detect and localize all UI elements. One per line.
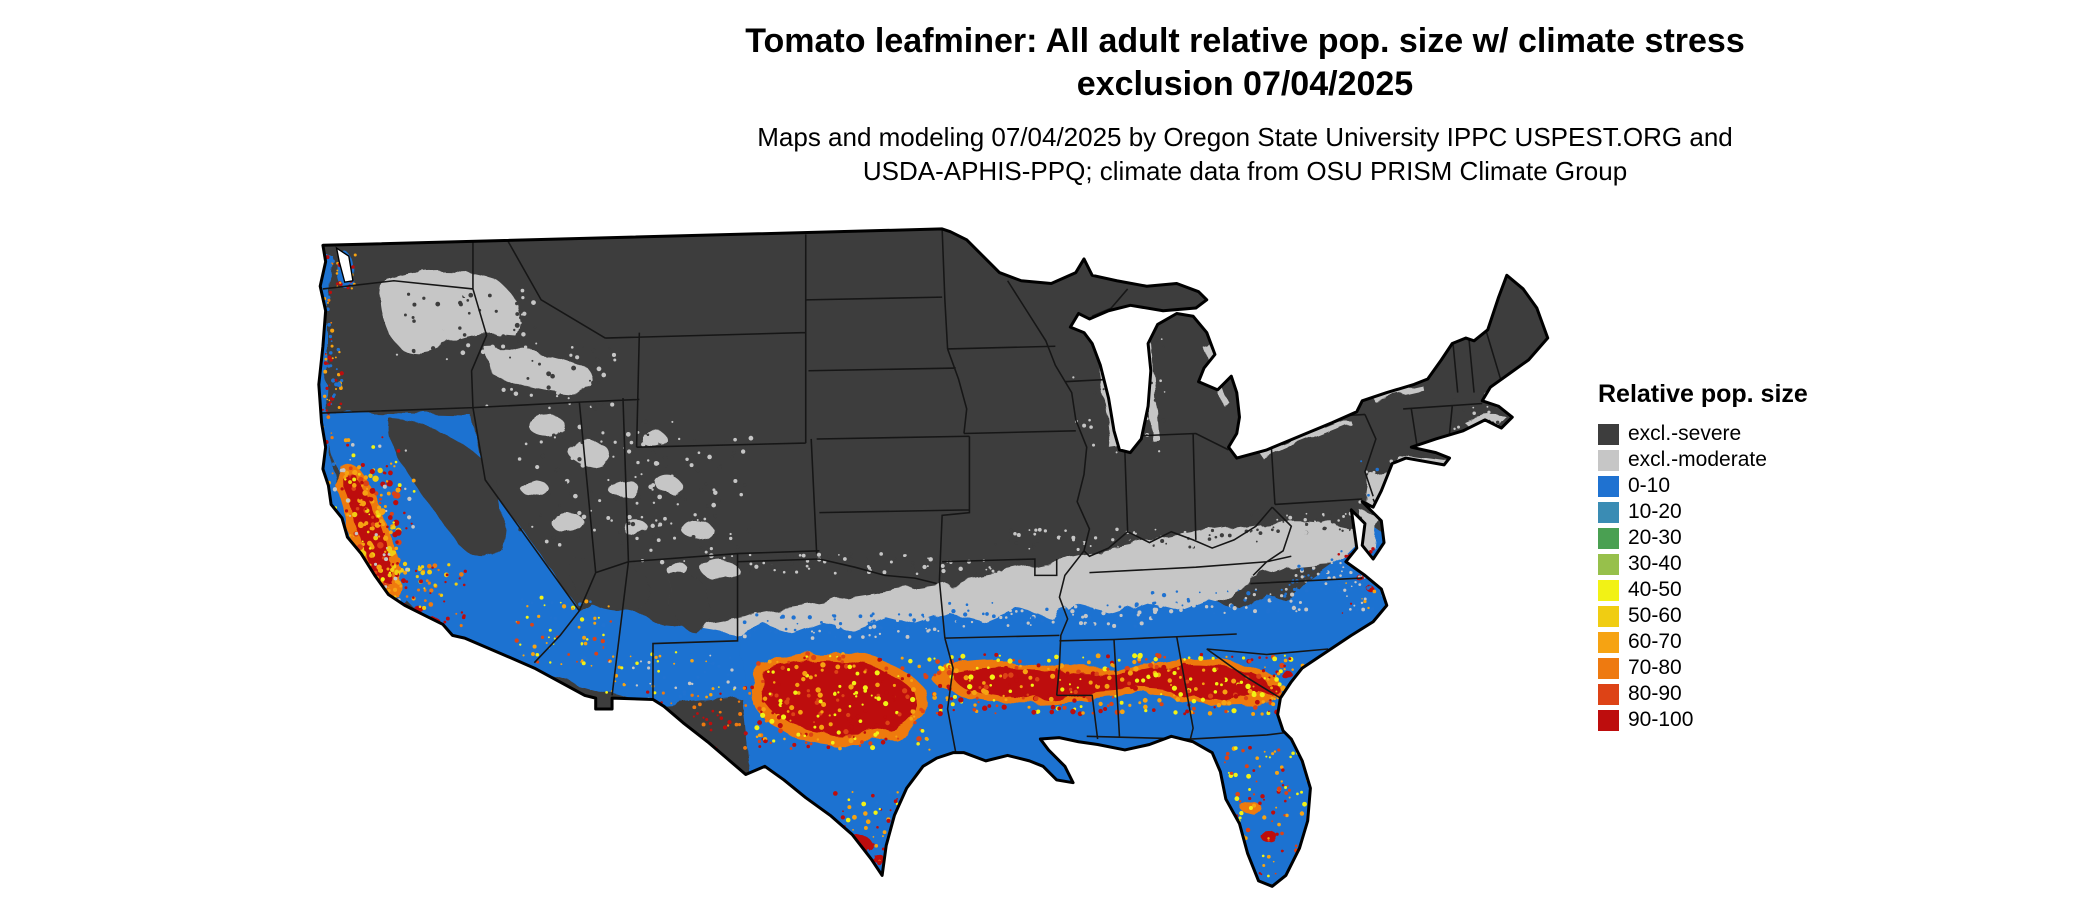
legend-label: 80-90 — [1628, 682, 1682, 705]
excl-severe-overlays — [389, 419, 710, 635]
legend-item: 80-90 — [1598, 681, 1808, 707]
legend-item: 90-100 — [1598, 707, 1808, 733]
legend-items: excl.-severe excl.-moderate 0-10 10-20 20-30… — [1598, 421, 1808, 733]
legend-item: 10-20 — [1598, 499, 1808, 525]
legend-swatch — [1598, 449, 1619, 471]
legend-swatch — [1598, 709, 1619, 731]
legend-item: 70-80 — [1598, 655, 1808, 681]
legend-item: excl.-severe — [1598, 421, 1808, 447]
legend-swatch — [1598, 683, 1619, 705]
legend-swatch — [1598, 605, 1619, 627]
legend-swatch — [1598, 527, 1619, 549]
map-title: Tomato leafminer: All adult relative pop… — [245, 20, 2100, 106]
us-outline — [317, 227, 1550, 888]
legend-item: 40-50 — [1598, 577, 1808, 603]
header: Tomato leafminer: All adult relative pop… — [245, 20, 2100, 188]
legend-item: 60-70 — [1598, 629, 1808, 655]
legend-swatch — [1598, 631, 1619, 653]
legend-label: 20-30 — [1628, 526, 1682, 549]
legend-label: 10-20 — [1628, 500, 1682, 523]
legend-item: 0-10 — [1598, 473, 1808, 499]
puget-sound-water — [335, 246, 354, 283]
legend-title: Relative pop. size — [1598, 380, 1808, 408]
map-subtitle-line2: USDA-APHIS-PPQ; climate data from OSU PR… — [862, 156, 1628, 186]
legend-item: excl.-moderate — [1598, 447, 1808, 473]
us-map — [312, 218, 1560, 900]
legend-label: excl.-moderate — [1628, 448, 1767, 471]
legend-swatch — [1598, 475, 1619, 497]
legend-item: 50-60 — [1598, 603, 1808, 629]
legend-label: 40-50 — [1628, 578, 1682, 601]
legend-label: 90-100 — [1628, 708, 1694, 731]
legend-swatch — [1598, 501, 1619, 523]
legend-swatch — [1598, 553, 1619, 575]
raster-speckles — [318, 253, 1523, 879]
legend: Relative pop. size excl.-severe excl.-mod… — [1598, 380, 1808, 733]
map-subtitle: Maps and modeling 07/04/2025 by Oregon S… — [245, 120, 2100, 188]
legend-label: 70-80 — [1628, 656, 1682, 679]
legend-label: 30-40 — [1628, 552, 1682, 575]
legend-item: 20-30 — [1598, 525, 1808, 551]
legend-item: 30-40 — [1598, 551, 1808, 577]
map-title-line1: Tomato leafminer: All adult relative pop… — [745, 22, 1745, 60]
legend-swatch — [1598, 579, 1619, 601]
legend-label: 0-10 — [1628, 474, 1671, 497]
legend-swatch — [1598, 657, 1619, 679]
state-borders — [321, 228, 1503, 753]
map-title-line2: exclusion 07/04/2025 — [1076, 65, 1414, 103]
legend-swatch — [1598, 423, 1619, 445]
us-map-svg — [317, 227, 1550, 888]
map-subtitle-line1: Maps and modeling 07/04/2025 by Oregon S… — [757, 122, 1733, 152]
legend-label: 50-60 — [1628, 604, 1682, 627]
legend-label: excl.-severe — [1628, 422, 1742, 445]
legend-label: 60-70 — [1628, 630, 1682, 653]
